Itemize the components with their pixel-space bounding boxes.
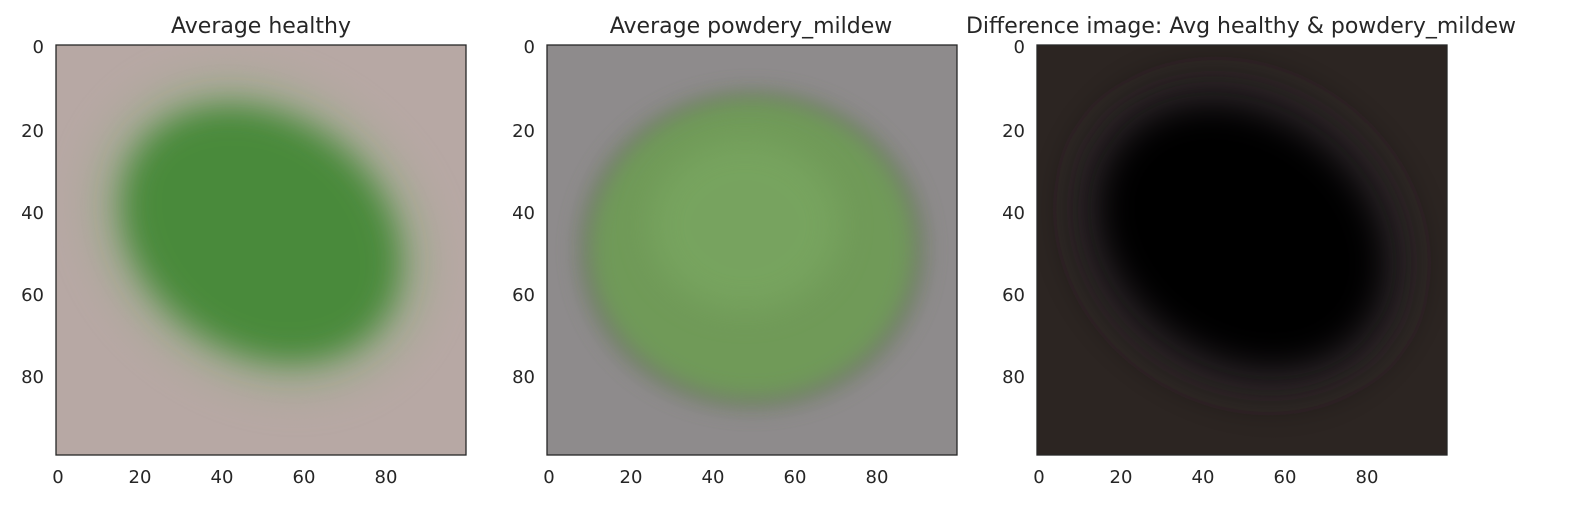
- y-tick-label: 80: [512, 367, 535, 388]
- y-tick-label: 0: [33, 37, 44, 58]
- x-tick-labels: 0 20 40 60 80: [52, 467, 397, 488]
- x-tick-label: 60: [293, 467, 316, 488]
- x-tick-label: 0: [543, 467, 554, 488]
- axes-frame: [1036, 44, 1448, 456]
- x-tick-label: 80: [375, 467, 398, 488]
- y-tick-labels: 0 20 40 60 80: [512, 37, 535, 388]
- x-tick-labels: 0 20 40 60 80: [1033, 467, 1378, 488]
- difference-region: [1101, 106, 1383, 366]
- y-tick-label: 80: [21, 367, 44, 388]
- x-tick-labels: 0 20 40 60 80: [543, 467, 888, 488]
- y-tick-labels: 0 20 40 60 80: [1002, 37, 1025, 388]
- x-tick-label: 60: [1274, 467, 1297, 488]
- x-tick-label: 0: [52, 467, 63, 488]
- y-tick-label: 20: [512, 121, 535, 142]
- leaf-highlight: [650, 140, 840, 310]
- x-tick-label: 40: [702, 467, 725, 488]
- y-tick-label: 80: [1002, 367, 1025, 388]
- y-tick-label: 40: [512, 203, 535, 224]
- panel-title: Average powdery_mildew: [610, 14, 892, 39]
- panel-difference-image: Difference image: Avg healthy & powdery_…: [966, 14, 1516, 488]
- y-tick-label: 20: [21, 121, 44, 142]
- axes-frame: [546, 44, 958, 456]
- x-tick-label: 80: [1356, 467, 1379, 488]
- y-tick-label: 0: [524, 37, 535, 58]
- y-tick-label: 20: [1002, 121, 1025, 142]
- y-tick-label: 0: [1014, 37, 1025, 58]
- y-tick-label: 60: [21, 285, 44, 306]
- y-tick-label: 60: [512, 285, 535, 306]
- x-tick-label: 20: [620, 467, 643, 488]
- y-tick-label: 40: [1002, 203, 1025, 224]
- panel-title: Difference image: Avg healthy & powdery_…: [966, 14, 1516, 39]
- y-tick-label: 60: [1002, 285, 1025, 306]
- x-tick-label: 40: [1192, 467, 1215, 488]
- y-tick-labels: 0 20 40 60 80: [21, 37, 44, 388]
- x-tick-label: 80: [866, 467, 889, 488]
- panel-title: Average healthy: [171, 14, 351, 39]
- x-tick-label: 0: [1033, 467, 1044, 488]
- x-tick-label: 20: [1110, 467, 1133, 488]
- panel-average-powdery-mildew: Average powdery_mildew 0 20 40 60 80 0 2…: [512, 14, 958, 488]
- x-tick-label: 60: [784, 467, 807, 488]
- x-tick-label: 20: [129, 467, 152, 488]
- axes-frame: [55, 44, 467, 456]
- y-tick-label: 40: [21, 203, 44, 224]
- leaf-region: [120, 104, 402, 364]
- panel-average-healthy: Average healthy 0 20 40 60 80 0 20 40 60…: [21, 14, 467, 488]
- x-tick-label: 40: [211, 467, 234, 488]
